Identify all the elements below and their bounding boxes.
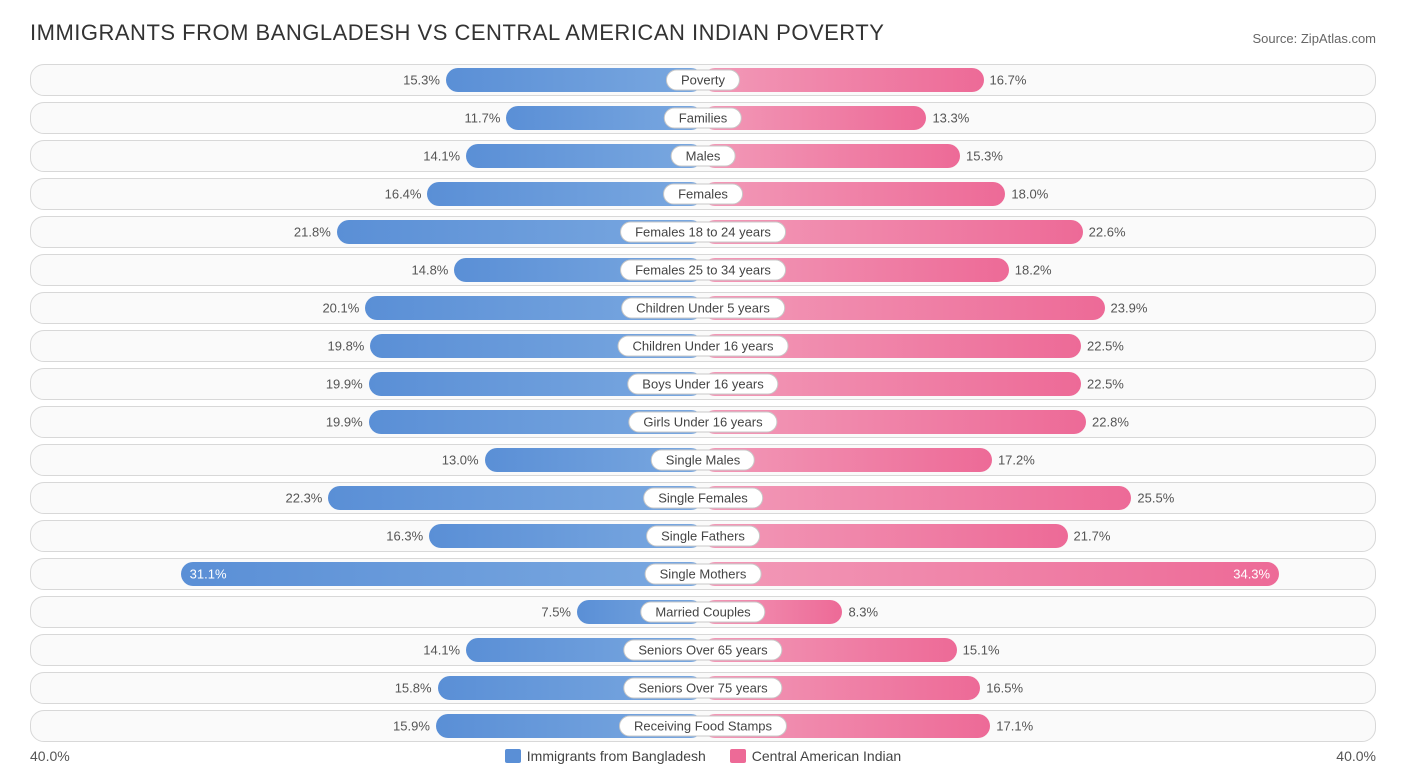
chart-row: 13.0% 17.2% Single Males [30,444,1376,476]
value-label-right: 21.7% [1074,529,1111,544]
value-label-right: 17.1% [996,719,1033,734]
bar-left [466,144,703,168]
value-label-right: 18.2% [1015,263,1052,278]
category-pill: Seniors Over 65 years [623,640,782,661]
chart-row: 14.1% 15.3% Males [30,140,1376,172]
bar-right [703,562,1279,586]
bar-left [427,182,703,206]
value-label-right: 23.9% [1111,301,1148,316]
value-label-left: 19.9% [326,415,363,430]
value-label-right: 8.3% [848,605,878,620]
legend-label-right: Central American Indian [752,748,901,764]
category-pill: Single Fathers [646,526,760,547]
category-pill: Females 25 to 34 years [620,260,786,281]
category-pill: Families [664,108,742,129]
bar-right [703,182,1005,206]
chart-title: IMMIGRANTS FROM BANGLADESH VS CENTRAL AM… [30,20,884,46]
category-pill: Receiving Food Stamps [619,716,787,737]
category-pill: Single Females [643,488,763,509]
legend-swatch-right [730,749,746,763]
bar-right [703,144,960,168]
chart-row: 20.1% 23.9% Children Under 5 years [30,292,1376,324]
value-label-right: 22.8% [1092,415,1129,430]
value-label-left: 20.1% [322,301,359,316]
chart-row: 14.1% 15.1% Seniors Over 65 years [30,634,1376,666]
category-pill: Females [663,184,743,205]
bar-left [181,562,703,586]
value-label-right: 22.6% [1089,225,1126,240]
value-label-left: 22.3% [286,491,323,506]
axis-max-right: 40.0% [1336,748,1376,764]
value-label-right: 15.1% [963,643,1000,658]
category-pill: Married Couples [640,602,765,623]
value-label-left: 21.8% [294,225,331,240]
bar-right [703,486,1131,510]
value-label-left: 14.1% [423,643,460,658]
value-label-right: 18.0% [1011,187,1048,202]
chart-row: 14.8% 18.2% Females 25 to 34 years [30,254,1376,286]
category-pill: Poverty [666,70,740,91]
category-pill: Males [671,146,736,167]
value-label-right: 22.5% [1087,339,1124,354]
chart-row: 16.4% 18.0% Females [30,178,1376,210]
axis-max-left: 40.0% [30,748,70,764]
value-label-left: 14.8% [412,263,449,278]
value-label-left: 11.7% [465,111,501,126]
bar-left [446,68,703,92]
legend-swatch-left [505,749,521,763]
value-label-right: 17.2% [998,453,1035,468]
value-label-left: 15.8% [395,681,432,696]
value-label-left: 14.1% [423,149,460,164]
chart-row: 15.9% 17.1% Receiving Food Stamps [30,710,1376,742]
bar-right [703,68,984,92]
value-label-left: 16.3% [386,529,423,544]
chart-row: 19.9% 22.5% Boys Under 16 years [30,368,1376,400]
chart-row: 7.5% 8.3% Married Couples [30,596,1376,628]
chart-row: 31.1% 34.3% Single Mothers [30,558,1376,590]
value-label-right: 22.5% [1087,377,1124,392]
category-pill: Children Under 5 years [621,298,785,319]
legend-item-right: Central American Indian [730,748,901,764]
value-label-left: 15.3% [403,73,440,88]
value-label-right: 25.5% [1137,491,1174,506]
chart-row: 22.3% 25.5% Single Females [30,482,1376,514]
legend-label-left: Immigrants from Bangladesh [527,748,706,764]
value-label-left: 19.8% [328,339,365,354]
chart-header: IMMIGRANTS FROM BANGLADESH VS CENTRAL AM… [30,20,1376,46]
value-label-right: 15.3% [966,149,1003,164]
chart-footer: 40.0% Immigrants from Bangladesh Central… [30,748,1376,764]
category-pill: Boys Under 16 years [627,374,778,395]
value-label-left: 19.9% [326,377,363,392]
category-pill: Females 18 to 24 years [620,222,786,243]
chart-row: 19.9% 22.8% Girls Under 16 years [30,406,1376,438]
chart-source: Source: ZipAtlas.com [1252,31,1376,46]
value-label-left: 13.0% [442,453,479,468]
chart-row: 15.8% 16.5% Seniors Over 75 years [30,672,1376,704]
value-label-left: 7.5% [541,605,571,620]
chart-row: 16.3% 21.7% Single Fathers [30,520,1376,552]
value-label-right: 13.3% [932,111,969,126]
value-label-right: 16.7% [990,73,1027,88]
category-pill: Seniors Over 75 years [623,678,782,699]
category-pill: Children Under 16 years [618,336,789,357]
legend-item-left: Immigrants from Bangladesh [505,748,706,764]
chart-legend: Immigrants from Bangladesh Central Ameri… [505,748,901,764]
chart-row: 11.7% 13.3% Families [30,102,1376,134]
chart-row: 15.3% 16.7% Poverty [30,64,1376,96]
category-pill: Single Males [651,450,755,471]
value-label-left: 15.9% [393,719,430,734]
chart-row: 21.8% 22.6% Females 18 to 24 years [30,216,1376,248]
value-label-left: 16.4% [385,187,422,202]
category-pill: Girls Under 16 years [628,412,777,433]
value-label-right: 34.3% [1233,567,1270,582]
value-label-right: 16.5% [986,681,1023,696]
chart-row: 19.8% 22.5% Children Under 16 years [30,330,1376,362]
value-label-left: 31.1% [190,567,227,582]
chart-area: 15.3% 16.7% Poverty 11.7% 13.3% Families 14.1%… [30,64,1376,742]
category-pill: Single Mothers [645,564,762,585]
